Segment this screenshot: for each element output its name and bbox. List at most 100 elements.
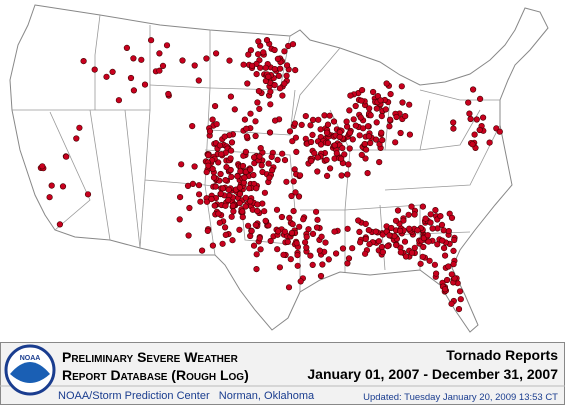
report-dot [431, 261, 439, 268]
report-dot [309, 230, 317, 237]
report-dot [271, 81, 278, 89]
report-dot [362, 155, 369, 162]
report-dot [56, 221, 64, 228]
report-dot [286, 128, 294, 135]
report-dot [333, 250, 340, 257]
updated: Updated: Tuesday January 20, 2009 13:53 … [363, 392, 558, 403]
report-dot [441, 245, 448, 252]
report-dot [406, 101, 413, 108]
report-dot [467, 115, 474, 123]
report-dot [265, 160, 272, 167]
report-dot [448, 271, 455, 278]
report-dot [367, 112, 374, 119]
report-dot [341, 151, 348, 158]
report-dot [318, 233, 325, 240]
report-dot [373, 119, 380, 126]
report-dot [185, 232, 192, 239]
report-dot [228, 213, 235, 220]
report-dot [257, 145, 264, 152]
report-dot [127, 74, 135, 82]
report-dot [245, 222, 252, 229]
report-dot [213, 121, 220, 128]
report-dot [48, 182, 55, 189]
report-dot [323, 156, 330, 163]
report-dot [402, 253, 410, 260]
report-dot [393, 242, 400, 249]
report-dot [268, 153, 275, 160]
report-dot [283, 72, 290, 79]
report-dot [276, 85, 284, 92]
report-dot [425, 238, 432, 245]
report-dot [231, 106, 238, 113]
report-dot [222, 231, 229, 238]
report-dot [225, 196, 232, 204]
report-dot [476, 126, 483, 134]
report-dot [130, 55, 137, 62]
report-dot [344, 171, 351, 178]
report-dot [226, 57, 233, 64]
report-dot [253, 251, 260, 258]
title-line-1: Preliminary Severe Weather [62, 349, 239, 365]
report-dot [394, 207, 402, 214]
report-dot [314, 154, 321, 161]
report-dot [362, 235, 369, 243]
report-dot [245, 51, 252, 58]
report-dot [219, 185, 226, 192]
report-dot [480, 114, 487, 121]
report-dot [352, 122, 359, 129]
report-dot [315, 116, 322, 123]
report-dot [388, 224, 395, 232]
report-dot [266, 174, 273, 181]
report-dot [324, 172, 331, 179]
report-dot [191, 62, 198, 69]
report-dot [486, 139, 493, 146]
report-dot [285, 284, 293, 291]
report-dot [246, 185, 253, 192]
report-dot [279, 92, 286, 99]
report-dot [292, 66, 299, 74]
report-dot [247, 166, 254, 173]
report-dot [370, 88, 377, 96]
report-dot [73, 135, 80, 142]
report-dot [441, 286, 449, 293]
report-dot [229, 202, 237, 209]
report-dot [406, 225, 413, 232]
report-dot [165, 90, 172, 98]
report-dot [466, 110, 473, 117]
report-dot [209, 242, 216, 249]
report-dot [356, 228, 363, 235]
report-dot [243, 125, 250, 132]
report-dot [256, 105, 263, 112]
report-dot [316, 247, 323, 254]
report-dot [450, 125, 457, 132]
report-dot [465, 99, 472, 106]
report-dot [148, 37, 155, 44]
report-dot [176, 216, 183, 223]
report-dot [384, 243, 391, 250]
report-dot [239, 214, 246, 221]
report-dot [290, 208, 297, 215]
report-dot [209, 116, 216, 123]
report-dot [256, 153, 263, 160]
report-dot [279, 150, 286, 157]
report-dot [203, 198, 211, 205]
report-dot [228, 173, 235, 180]
report-dot [309, 116, 317, 123]
report-dot [362, 220, 369, 227]
report-dot [392, 217, 400, 224]
report-dot [227, 93, 234, 100]
report-dot [445, 263, 452, 270]
report-dot [156, 67, 163, 74]
report-dot [266, 129, 274, 136]
report-dot [227, 166, 234, 174]
report-dot [277, 65, 284, 72]
report-dot [186, 204, 193, 212]
report-dot [469, 141, 476, 148]
report-dot [408, 203, 415, 210]
report-dot [377, 97, 384, 104]
report-dot [179, 57, 186, 64]
report-dot [253, 185, 260, 192]
report-dot [361, 140, 369, 148]
report-dot [448, 300, 455, 307]
report-dot [228, 147, 235, 154]
